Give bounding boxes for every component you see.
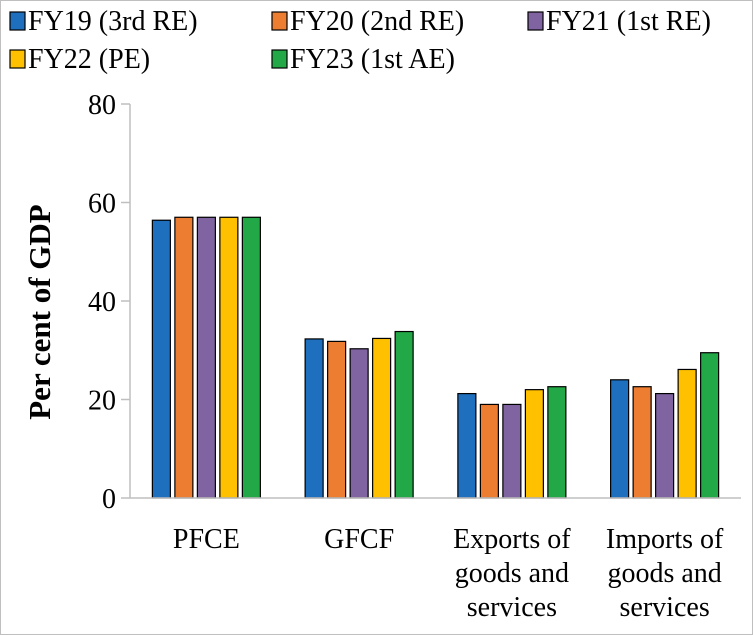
legend-label: FY21 (1st RE) (546, 6, 711, 37)
bar (174, 216, 194, 499)
legend-item: FY19 (3rd RE) (9, 6, 198, 37)
x-tick-label: Imports of goods and services (606, 524, 724, 623)
y-axis: 0 20 40 60 80 (88, 90, 131, 515)
bars (151, 216, 720, 499)
bar (502, 403, 522, 499)
legend-swatch (271, 49, 288, 69)
y-tick-label: 60 (88, 189, 116, 220)
legend-swatch (527, 11, 544, 31)
bar (372, 337, 392, 499)
legend: FY19 (3rd RE) FY20 (2nd RE) FY21 (1st RE) F… (9, 6, 711, 75)
bar (632, 386, 652, 499)
x-tick-label: GFCF (324, 524, 394, 555)
legend-swatch (9, 11, 26, 31)
bar (677, 368, 697, 499)
x-axis: PFCE GFCF Exports of goods and services Impor… (130, 497, 741, 623)
legend-label: FY22 (PE) (28, 44, 150, 75)
x-tick-label: Exports of goods and services (453, 524, 571, 623)
bar (479, 403, 499, 499)
bar (524, 389, 544, 499)
y-tick-label: 20 (88, 386, 116, 417)
bar (327, 340, 347, 499)
bar (241, 216, 261, 499)
bar (655, 392, 675, 499)
y-tick-label: 0 (102, 484, 116, 515)
bar (457, 392, 477, 499)
legend-item: FY22 (PE) (9, 44, 150, 75)
legend-item: FY23 (1st AE) (271, 44, 455, 75)
legend-label: FY23 (1st AE) (290, 44, 455, 75)
legend-label: FY20 (2nd RE) (290, 6, 464, 37)
bar (219, 216, 239, 499)
legend-item: FY21 (1st RE) (527, 6, 711, 37)
bar (394, 330, 414, 499)
bar (700, 352, 720, 499)
x-tick-label: PFCE (173, 524, 240, 555)
legend-swatch (9, 49, 26, 69)
legend-item: FY20 (2nd RE) (271, 6, 464, 37)
bar (196, 216, 216, 499)
bar (547, 386, 567, 499)
legend-label: FY19 (3rd RE) (28, 6, 198, 37)
bar (304, 338, 324, 499)
y-tick-label: 40 (88, 287, 116, 318)
y-tick-label: 80 (88, 90, 116, 121)
y-axis-label: Per cent of GDP (22, 204, 57, 420)
legend-swatch (271, 11, 288, 31)
bar (610, 379, 630, 499)
bar (151, 219, 171, 499)
bar (349, 348, 369, 499)
